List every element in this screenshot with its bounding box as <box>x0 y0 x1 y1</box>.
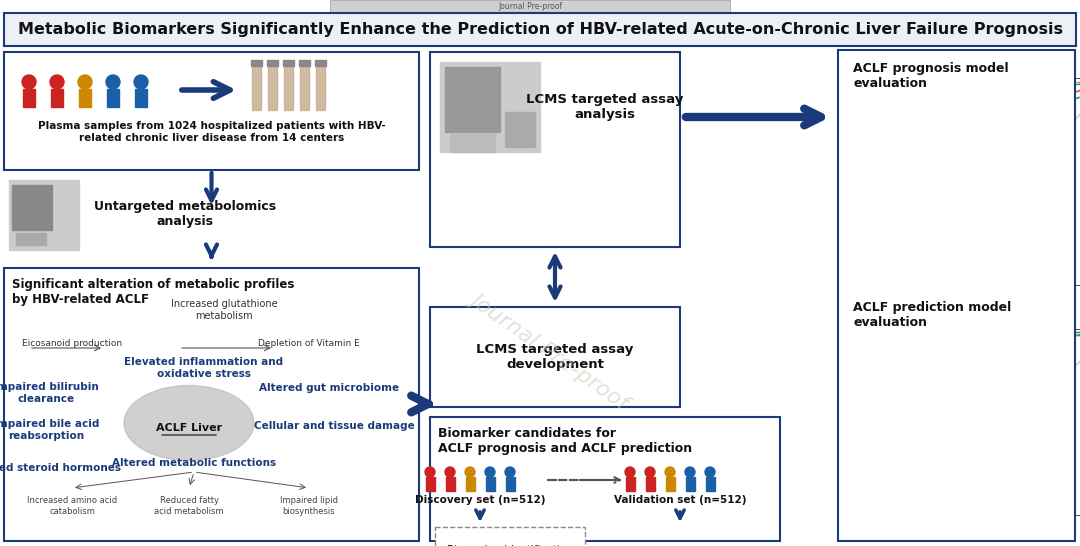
Text: Impaired bile acid
reabsorption: Impaired bile acid reabsorption <box>0 419 99 441</box>
Bar <box>430 307 680 407</box>
Text: ACLF prediction model
evaluation: ACLF prediction model evaluation <box>853 300 1011 329</box>
Text: Altered gut microbiome: Altered gut microbiome <box>259 383 400 393</box>
Text: Increased amino acid
catabolism: Increased amino acid catabolism <box>27 496 117 516</box>
Bar <box>267 60 278 66</box>
Bar <box>838 50 1075 541</box>
Circle shape <box>78 75 92 89</box>
Text: Biomarker candidates for
ACLF prognosis and ACLF prediction: Biomarker candidates for ACLF prognosis … <box>438 427 692 455</box>
Bar <box>4 268 419 541</box>
Circle shape <box>625 467 635 477</box>
Bar <box>435 527 585 546</box>
Circle shape <box>445 467 455 477</box>
Circle shape <box>685 467 696 477</box>
Circle shape <box>485 467 495 477</box>
X-axis label: specificity: specificity <box>999 299 1035 305</box>
Bar <box>283 60 294 66</box>
Text: Significant alteration of metabolic profiles
by HBV-related ACLF: Significant alteration of metabolic prof… <box>12 278 295 306</box>
Text: Impaired bilirubin
clearance: Impaired bilirubin clearance <box>0 382 99 404</box>
Bar <box>79 89 91 107</box>
Circle shape <box>22 75 36 89</box>
Bar <box>507 477 515 491</box>
Text: Altered steroid hormones: Altered steroid hormones <box>0 463 121 473</box>
Y-axis label: sensitivity: sensitivity <box>895 404 901 440</box>
Text: Altered metabolic functions: Altered metabolic functions <box>112 458 276 468</box>
Bar <box>4 52 419 170</box>
Text: Increased glutathione
metabolism: Increased glutathione metabolism <box>171 299 278 321</box>
Text: Cellular and tissue damage: Cellular and tissue damage <box>254 421 415 431</box>
Bar <box>486 477 495 491</box>
Title: Validation Set: Validation Set <box>984 69 1050 78</box>
Legend: Combined model, CLIF C ACLF, MELD-Na, three-metabolite model: Combined model, CLIF C ACLF, MELD-Na, th… <box>927 254 1005 282</box>
Circle shape <box>705 467 715 477</box>
Bar <box>446 477 455 491</box>
Text: ACLF Liver: ACLF Liver <box>156 423 222 433</box>
Circle shape <box>465 467 475 477</box>
Circle shape <box>50 75 64 89</box>
Text: Discovery set (n=512): Discovery set (n=512) <box>415 495 545 505</box>
Circle shape <box>134 75 148 89</box>
Bar <box>51 89 63 107</box>
Bar <box>505 112 535 147</box>
Bar <box>316 62 325 110</box>
Bar <box>440 62 540 152</box>
Ellipse shape <box>124 385 254 460</box>
Circle shape <box>645 467 654 477</box>
Text: LCMS targeted assay
development: LCMS targeted assay development <box>476 343 634 371</box>
Text: Plasma samples from 1024 hospitalized patients with HBV-
related chronic liver d: Plasma samples from 1024 hospitalized pa… <box>38 121 386 143</box>
Text: Journal Pre-proof: Journal Pre-proof <box>468 288 633 412</box>
Bar <box>9 180 79 250</box>
Bar <box>646 477 654 491</box>
Legend: Combined model, CLIF C AD, MELD-Na, two-metabolite model: Combined model, CLIF C AD, MELD-Na, two-… <box>927 485 1001 513</box>
Bar <box>12 185 52 230</box>
Text: Reduced fatty
acid metabolism: Reduced fatty acid metabolism <box>154 496 224 516</box>
Text: Depletion of Vitamin E: Depletion of Vitamin E <box>258 339 360 347</box>
Bar <box>4 13 1076 46</box>
Text: ACLF prognosis model
evaluation: ACLF prognosis model evaluation <box>853 62 1009 90</box>
Circle shape <box>505 467 515 477</box>
Text: Eicosanoid production: Eicosanoid production <box>22 339 122 347</box>
Bar <box>107 89 119 107</box>
Text: LCMS targeted assay
analysis: LCMS targeted assay analysis <box>526 93 684 121</box>
Bar <box>626 477 635 491</box>
X-axis label: specificity: specificity <box>999 530 1035 536</box>
Bar <box>16 233 46 245</box>
Y-axis label: sensitivity: sensitivity <box>895 164 901 199</box>
Bar <box>330 0 730 13</box>
Bar <box>426 477 435 491</box>
Bar <box>315 60 326 66</box>
Title: Validation Set: Validation Set <box>984 319 1050 328</box>
Circle shape <box>426 467 435 477</box>
Bar <box>706 477 715 491</box>
Bar <box>268 62 276 110</box>
Bar <box>465 477 475 491</box>
Bar <box>430 52 680 247</box>
Circle shape <box>665 467 675 477</box>
Circle shape <box>106 75 120 89</box>
Bar <box>686 477 696 491</box>
Text: Journal Pre-proof: Journal Pre-proof <box>498 2 562 11</box>
Bar <box>666 477 675 491</box>
Text: Metabolic Biomarkers Significantly Enhance the Prediction of HBV-related Acute-o: Metabolic Biomarkers Significantly Enhan… <box>17 22 1063 37</box>
Bar <box>445 67 500 132</box>
Text: Biomarker identification
• Machine learning
• Statistical analysis
• Pathway enr: Biomarker identification • Machine learn… <box>447 544 572 546</box>
Text: Untargeted metabolomics
analysis: Untargeted metabolomics analysis <box>94 200 276 228</box>
Bar <box>450 134 495 152</box>
Bar <box>284 62 293 110</box>
Text: Impaired lipid
biosynthesis: Impaired lipid biosynthesis <box>280 496 338 516</box>
Bar <box>300 62 309 110</box>
Text: Validation set (n=512): Validation set (n=512) <box>613 495 746 505</box>
Bar <box>252 62 261 110</box>
Bar <box>299 60 310 66</box>
Bar <box>430 417 780 541</box>
Bar <box>135 89 147 107</box>
Text: Elevated inflammation and
oxidative stress: Elevated inflammation and oxidative stre… <box>124 357 284 379</box>
Bar <box>251 60 262 66</box>
Bar <box>23 89 35 107</box>
